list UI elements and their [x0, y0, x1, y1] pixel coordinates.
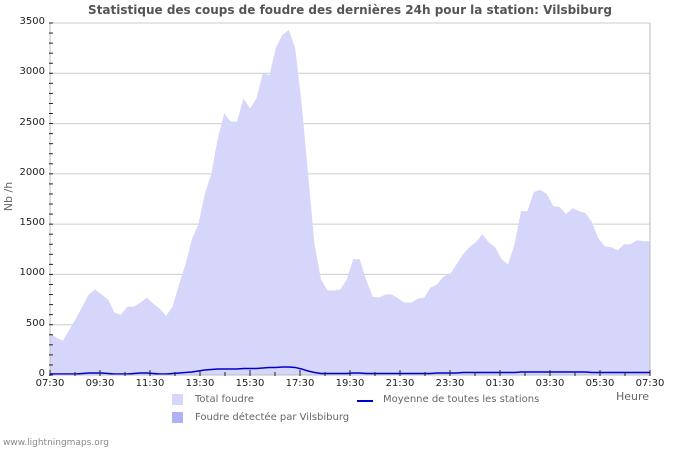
- y-tick-label: 2000: [19, 166, 45, 178]
- legend-label-total: Total foudre: [195, 394, 254, 405]
- x-tick-label: 07:30: [35, 378, 65, 389]
- x-tick-label: 11:30: [135, 378, 165, 389]
- x-tick-label: 19:30: [335, 378, 365, 389]
- legend-label-average: Moyenne de toutes les stations: [383, 394, 540, 405]
- legend-label-station: Foudre détectée par Vilsbiburg: [195, 412, 350, 423]
- total-foudre-area: [50, 30, 650, 375]
- legend-swatch-station: [172, 412, 183, 423]
- y-tick-label: 2500: [19, 116, 45, 128]
- y-tick-label: 1000: [19, 267, 45, 279]
- x-tick-label: 05:30: [585, 378, 615, 389]
- x-tick-label: 17:30: [285, 378, 315, 389]
- footer-source-link[interactable]: www.lightningmaps.org: [3, 438, 109, 448]
- x-tick-label: 07:30: [635, 378, 665, 389]
- chart-title: Statistique des coups de foudre des dern…: [88, 3, 612, 17]
- legend-swatch-total: [172, 394, 183, 405]
- x-tick-label: 01:30: [485, 378, 515, 389]
- y-tick-label: 1500: [19, 217, 45, 229]
- y-tick-label: 3000: [19, 66, 45, 78]
- legend-swatch-average: [357, 400, 373, 402]
- x-axis-label: Heure: [616, 390, 650, 403]
- y-tick-label: 3500: [19, 16, 45, 27]
- x-tick-label: 15:30: [235, 378, 265, 389]
- x-tick-label: 09:30: [85, 378, 115, 389]
- x-tick-label: 13:30: [185, 378, 215, 389]
- x-tick-label: 21:30: [385, 378, 415, 389]
- x-tick-label: 03:30: [535, 378, 565, 389]
- y-tick-label: 0: [38, 368, 45, 379]
- x-tick-label: 23:30: [435, 378, 465, 389]
- y-tick-label: 500: [25, 317, 45, 329]
